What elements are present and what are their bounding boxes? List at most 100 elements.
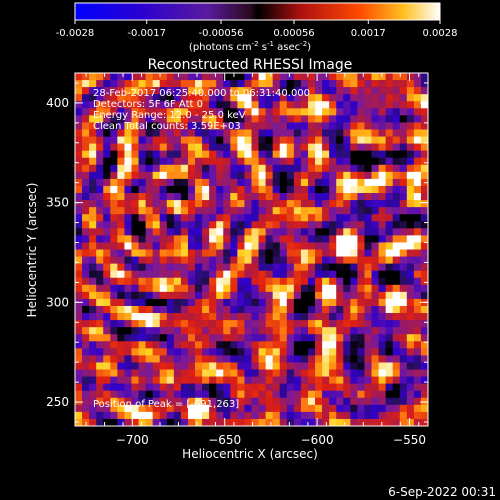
heatmap-cell — [244, 263, 252, 271]
heatmap-cell — [216, 143, 224, 151]
heatmap-cell — [138, 150, 146, 159]
heatmap-cell — [173, 214, 182, 222]
heatmap-cell — [173, 157, 182, 166]
heatmap-cell — [187, 171, 196, 180]
heatmap-cell — [75, 277, 83, 286]
heatmap-cell — [420, 171, 428, 180]
heatmap-cell — [399, 249, 408, 257]
heatmap-cell — [244, 164, 252, 173]
heatmap-cell — [279, 108, 288, 116]
heatmap-cell — [272, 207, 281, 215]
heatmap-cell — [364, 348, 372, 356]
heatmap-cell — [272, 108, 281, 116]
heatmap-cell — [230, 242, 238, 250]
heatmap-cell — [82, 94, 90, 102]
heatmap-cell — [166, 320, 175, 328]
heatmap-cell — [385, 348, 393, 356]
heatmap-cell — [117, 143, 125, 151]
heatmap-cell — [152, 256, 161, 264]
heatmap-cell — [329, 411, 337, 420]
heatmap-cell — [244, 256, 252, 264]
heatmap-cell — [300, 157, 309, 166]
heatmap-cell — [202, 108, 210, 116]
heatmap-cell — [336, 369, 344, 377]
heatmap-cell — [300, 256, 309, 264]
heatmap-cell — [251, 320, 259, 328]
heatmap-cell — [89, 249, 97, 257]
heatmap-cell — [343, 129, 351, 137]
heatmap-cell — [230, 305, 238, 314]
heatmap-cell — [265, 376, 273, 384]
heatmap-cell — [300, 129, 309, 137]
heatmap-cell — [258, 143, 266, 151]
heatmap-cell — [209, 136, 217, 144]
heatmap-cell — [209, 411, 217, 420]
heatmap-cell — [117, 193, 125, 201]
heatmap-cell — [89, 171, 97, 180]
heatmap-cell — [293, 291, 302, 300]
heatmap-cell — [124, 136, 132, 144]
heatmap-cell — [124, 334, 132, 342]
heatmap-cell — [385, 334, 393, 342]
heatmap-cell — [286, 305, 295, 314]
heatmap-cell — [357, 193, 365, 201]
heatmap-cell — [103, 305, 111, 314]
heatmap-cell — [216, 122, 224, 130]
heatmap-cell — [413, 200, 422, 208]
heatmap-cell — [244, 115, 252, 123]
heatmap-cell — [329, 235, 337, 243]
heatmap-cell — [173, 150, 182, 159]
heatmap-cell — [138, 418, 146, 426]
heatmap-cell — [392, 383, 401, 391]
heatmap-cell — [131, 214, 139, 222]
heatmap-cell — [110, 185, 118, 194]
heatmap-cell — [117, 150, 125, 159]
heatmap-cell — [173, 390, 182, 399]
heatmap-cell — [152, 207, 161, 215]
heatmap-cell — [371, 291, 379, 300]
heatmap-cell — [180, 178, 189, 187]
heatmap-cell — [110, 411, 118, 420]
heatmap-cell — [138, 207, 146, 215]
heatmap-cell — [336, 80, 344, 88]
heatmap-cell — [357, 383, 365, 391]
heatmap-cell — [237, 284, 245, 293]
heatmap-cell — [173, 355, 182, 363]
heatmap-cell — [96, 291, 104, 300]
heatmap-cell — [152, 298, 161, 307]
heatmap-cell — [315, 270, 323, 279]
heatmap-cell — [244, 94, 252, 102]
heatmap-cell — [329, 334, 337, 342]
heatmap-cell — [385, 185, 393, 194]
heatmap-cell — [315, 221, 323, 229]
heatmap-cell — [413, 80, 422, 88]
heatmap-cell — [159, 136, 168, 144]
heatmap-cell — [350, 390, 358, 399]
heatmap-cell — [413, 390, 422, 399]
heatmap-cell — [195, 397, 203, 406]
heatmap-cell — [230, 291, 238, 300]
heatmap-cell — [322, 404, 330, 413]
heatmap-cell — [173, 115, 182, 123]
heatmap-cell — [230, 256, 238, 264]
heatmap-cell — [152, 411, 161, 420]
heatmap-cell — [413, 418, 422, 426]
heatmap-cell — [329, 80, 337, 88]
heatmap-cell — [216, 193, 224, 201]
heatmap-cell — [117, 73, 125, 81]
heatmap-cell — [152, 150, 161, 159]
heatmap-cell — [272, 390, 281, 399]
heatmap-cell — [237, 397, 245, 406]
heatmap-cell — [180, 327, 189, 335]
heatmap-cell — [251, 249, 259, 257]
heatmap-cell — [399, 73, 408, 81]
heatmap-cell — [96, 101, 104, 109]
heatmap-cell — [230, 355, 238, 363]
heatmap-cell — [392, 298, 401, 307]
heatmap-cell — [145, 242, 153, 250]
heatmap-cell — [159, 143, 168, 151]
heatmap-cell — [286, 362, 295, 370]
heatmap-cell — [307, 122, 316, 130]
heatmap-cell — [166, 171, 175, 180]
heatmap-cell — [223, 270, 231, 279]
